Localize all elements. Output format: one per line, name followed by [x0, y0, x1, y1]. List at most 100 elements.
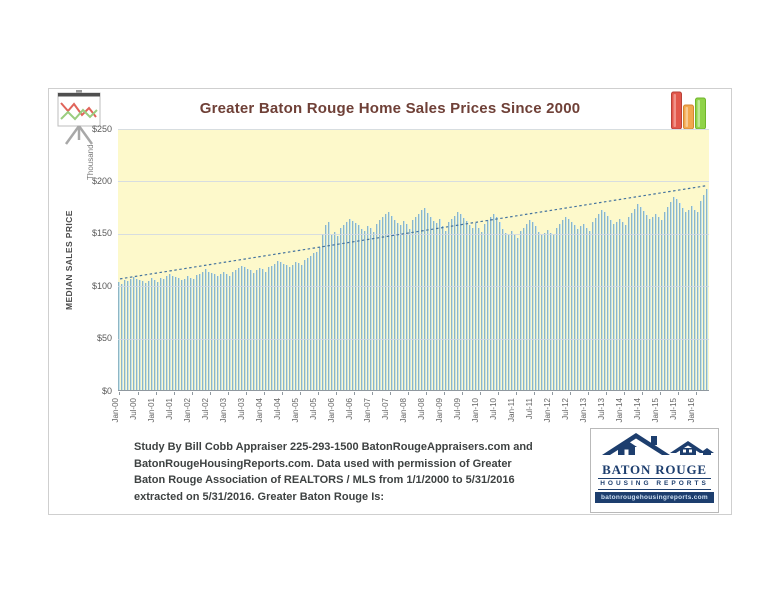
- x-tick-label: Jul-12: [560, 398, 570, 420]
- x-tick-label: Jul-05: [308, 398, 318, 420]
- bar: [412, 220, 415, 391]
- bar: [466, 221, 469, 391]
- x-tick-label: Jul-13: [596, 398, 606, 420]
- bar: [529, 220, 532, 391]
- line-chart-easel-icon: [56, 90, 102, 147]
- bar: [580, 226, 583, 391]
- bar: [139, 279, 142, 391]
- bar: [337, 235, 340, 391]
- bar: [253, 272, 256, 391]
- bar: [679, 203, 682, 391]
- x-axis-tick: [371, 392, 373, 395]
- bar: [352, 221, 355, 391]
- bar: [418, 213, 421, 391]
- x-tick-label: Jan-08: [398, 398, 408, 423]
- bar: [424, 207, 427, 391]
- bar: [265, 271, 268, 391]
- bar: [577, 228, 580, 391]
- bar: [277, 261, 280, 391]
- bar: [199, 273, 202, 391]
- logo-title: BATON ROUGE: [602, 462, 707, 477]
- bar: [697, 211, 700, 391]
- bar: [481, 231, 484, 391]
- bar: [535, 226, 538, 391]
- x-axis-tick: [353, 392, 355, 395]
- bar: [604, 211, 607, 391]
- bar: [133, 276, 136, 391]
- gridline: [118, 129, 709, 130]
- bar: [550, 232, 553, 391]
- x-axis-tick: [659, 392, 661, 395]
- x-tick-label: Jan-16: [686, 398, 696, 423]
- bar: [454, 215, 457, 391]
- bar: [487, 220, 490, 391]
- bar: [193, 278, 196, 391]
- bar: [448, 222, 451, 391]
- x-axis-tick: [641, 392, 643, 395]
- bar: [391, 215, 394, 391]
- bar: [376, 224, 379, 391]
- bar: [508, 234, 511, 391]
- x-axis-tick: [461, 392, 463, 395]
- bar: [640, 206, 643, 391]
- bar: [289, 267, 292, 391]
- gridline: [118, 286, 709, 288]
- slide: Greater Baton Rouge Home Sales Prices Si…: [48, 88, 732, 515]
- x-axis-tick: [587, 392, 589, 395]
- bar: [217, 275, 220, 391]
- bar: [445, 230, 448, 391]
- bar: [331, 234, 334, 391]
- x-tick-label: Jan-11: [506, 398, 516, 422]
- x-axis-tick: [209, 392, 211, 395]
- x-tick-label: Jul-06: [344, 398, 354, 420]
- x-tick-label: Jan-05: [290, 398, 300, 423]
- bar: [244, 267, 247, 391]
- bar: [511, 230, 514, 391]
- bar: [160, 277, 163, 391]
- x-axis-tick: [227, 392, 229, 395]
- bar: [340, 227, 343, 391]
- bar: [556, 227, 559, 391]
- bar: [523, 227, 526, 391]
- x-tick-label: Jan-00: [110, 398, 120, 423]
- x-axis-tick: [425, 392, 427, 395]
- x-tick-label: Jan-01: [146, 398, 156, 423]
- bar: [316, 251, 319, 391]
- x-axis-tick: [245, 392, 247, 395]
- bar: [427, 212, 430, 391]
- bar: [325, 225, 328, 391]
- bar: [703, 195, 706, 391]
- x-axis-tick: [407, 392, 409, 395]
- attribution-text: Study By Bill Cobb Appraiser 225-293-150…: [134, 439, 592, 505]
- bar: [439, 219, 442, 391]
- x-axis-tick: [479, 392, 481, 395]
- x-tick-label: Jul-07: [380, 398, 390, 420]
- bar: [655, 213, 658, 391]
- bar: [208, 271, 211, 391]
- attribution-line: Baton Rouge Association of REALTORS / ML…: [134, 474, 515, 486]
- bar: [268, 267, 271, 391]
- x-tick-label: Jul-10: [488, 398, 498, 420]
- logo-divider-bottom: [598, 489, 711, 491]
- bar: [502, 228, 505, 391]
- bar: [490, 217, 493, 391]
- bar: [400, 225, 403, 391]
- bar: [484, 224, 487, 391]
- bar: [283, 264, 286, 391]
- y-tick-label: $250: [91, 123, 112, 134]
- gridline: [118, 233, 709, 235]
- bar: [304, 260, 307, 391]
- plot-area: [118, 129, 709, 391]
- bar: [151, 277, 154, 391]
- bar: [532, 222, 535, 391]
- x-tick-label: Jan-12: [542, 398, 552, 423]
- bar: [343, 225, 346, 391]
- bars-layer: [118, 129, 709, 391]
- x-tick-label: Jan-07: [362, 398, 372, 423]
- bar: [652, 217, 655, 391]
- gridline: [118, 338, 709, 340]
- bar: [310, 255, 313, 391]
- bar: [451, 219, 454, 391]
- x-axis-tick: [191, 392, 193, 395]
- bar: [382, 217, 385, 391]
